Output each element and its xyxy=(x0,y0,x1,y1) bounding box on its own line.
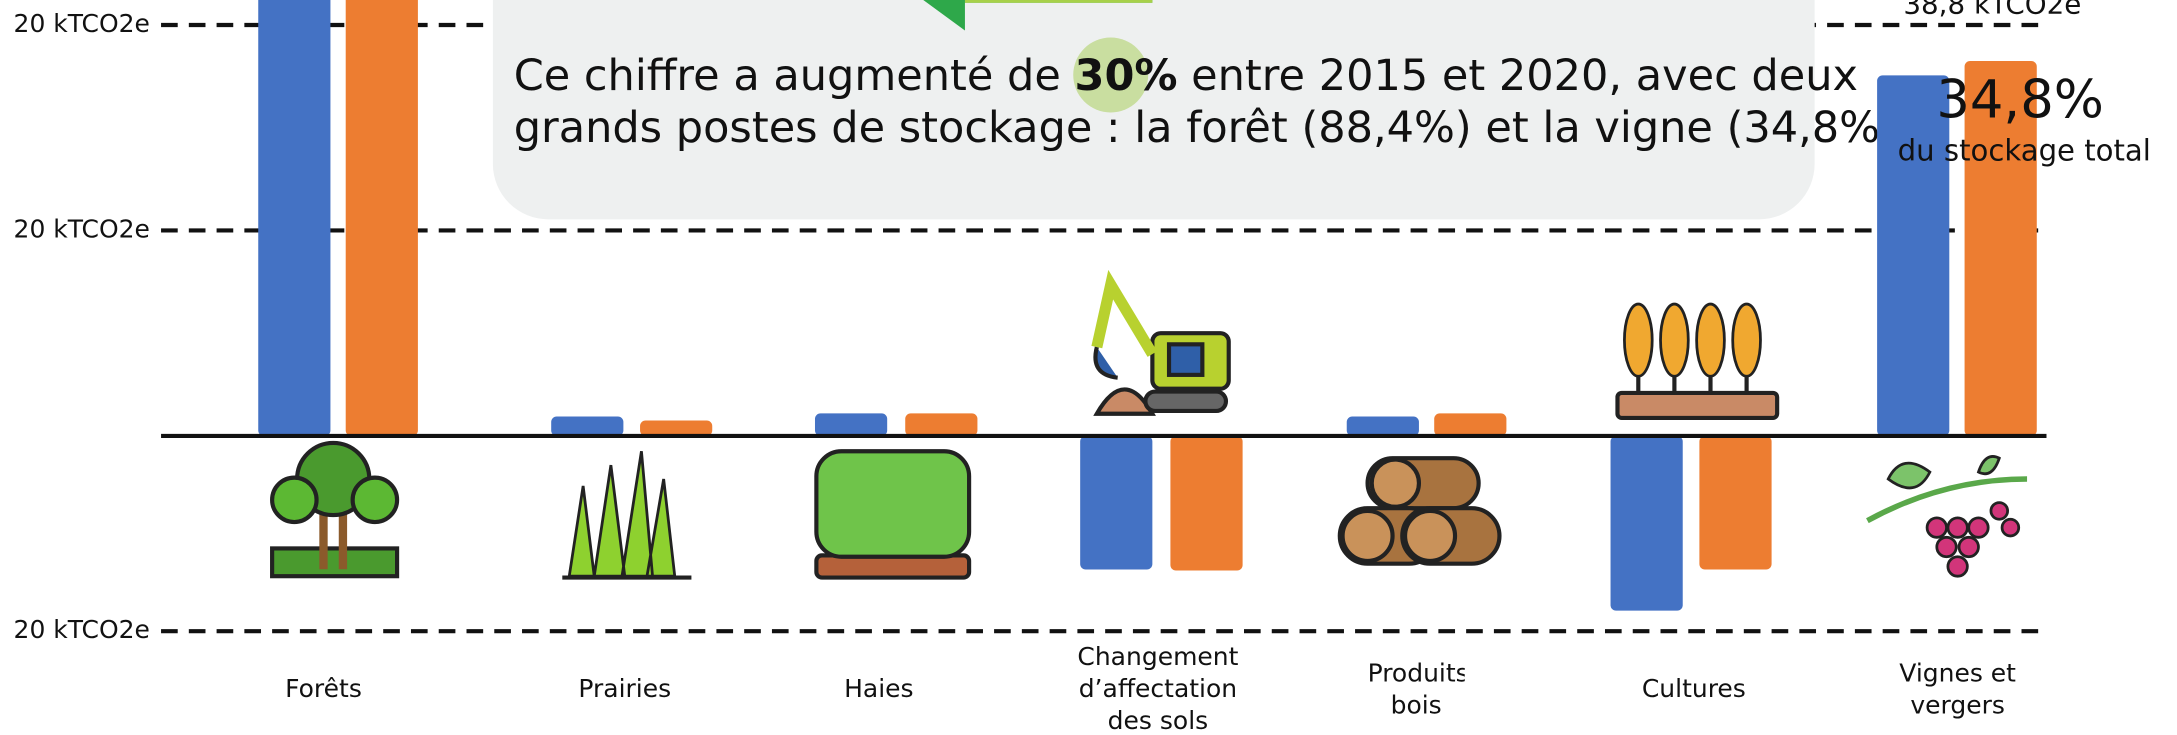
bar xyxy=(1877,75,1950,436)
y-tick-label: 20 kTCO2e xyxy=(14,615,150,644)
callout-value: 34,8% xyxy=(1936,69,2104,130)
bar xyxy=(551,416,624,436)
y-tick-label: 20 kTCO2e xyxy=(14,9,150,38)
logs-icon xyxy=(1337,456,1502,566)
bar xyxy=(345,0,418,436)
highlight-circle xyxy=(1073,37,1149,113)
annotation-highlight: 30% xyxy=(1075,50,1178,100)
bar xyxy=(814,413,888,436)
corner-value: 38,8 kTCO2e xyxy=(1903,0,2081,21)
annotation-box xyxy=(492,0,1815,220)
forest-icon xyxy=(270,440,400,579)
bar xyxy=(905,413,978,436)
x-label-box: Cultures xyxy=(1641,674,1746,704)
bar xyxy=(640,420,713,436)
x-label-box: Vignes et vergers xyxy=(1899,658,2016,720)
bar xyxy=(1434,413,1507,436)
callout-text: du stockage total xyxy=(1898,134,2151,168)
annotation-line2: grands postes de stockage : la forêt (88… xyxy=(514,103,1911,153)
x-label-box: Changement d’affectation des sols xyxy=(1077,642,1239,735)
annotation-text: Ce chiffre a augmenté de xyxy=(514,50,1075,100)
vine-icon xyxy=(1866,455,2028,578)
annotation-text: entre 2015 et 2020, avec deux xyxy=(1178,50,1858,100)
x-tick-label: Cultures xyxy=(1641,674,1746,704)
bar xyxy=(1170,435,1243,571)
x-label-box: Forêts xyxy=(285,674,362,704)
bar xyxy=(1964,60,2037,436)
bar xyxy=(258,0,331,436)
bars xyxy=(258,0,2037,611)
crops-icon xyxy=(1615,302,1780,420)
y-tick-label: 20 kTCO2e xyxy=(14,214,150,243)
hedge-icon xyxy=(814,449,972,580)
excavator-icon xyxy=(1091,269,1231,416)
arrow-shaft xyxy=(964,0,1153,3)
x-label-box: Produits bois xyxy=(1367,658,1465,720)
x-label-box: Haies xyxy=(844,674,914,704)
x-tick-label: Changement d’affectation des sols xyxy=(1077,642,1239,735)
arrow xyxy=(923,0,1153,31)
grass-icon xyxy=(562,451,692,580)
x-tick-label: Produits bois xyxy=(1367,658,1465,720)
bar xyxy=(1346,416,1419,436)
x-tick-label: Forêts xyxy=(285,674,362,704)
x-tick-label: Vignes et vergers xyxy=(1899,658,2016,720)
annotation-line1: Ce chiffre a augmenté de 30% entre 2015 … xyxy=(514,50,1858,100)
x-tick-label: Haies xyxy=(844,674,914,704)
bar xyxy=(1080,435,1153,570)
x-label-box: Prairies xyxy=(578,674,672,704)
bar xyxy=(1699,435,1772,570)
x-tick-label: Prairies xyxy=(578,674,672,704)
bar xyxy=(1610,435,1683,611)
